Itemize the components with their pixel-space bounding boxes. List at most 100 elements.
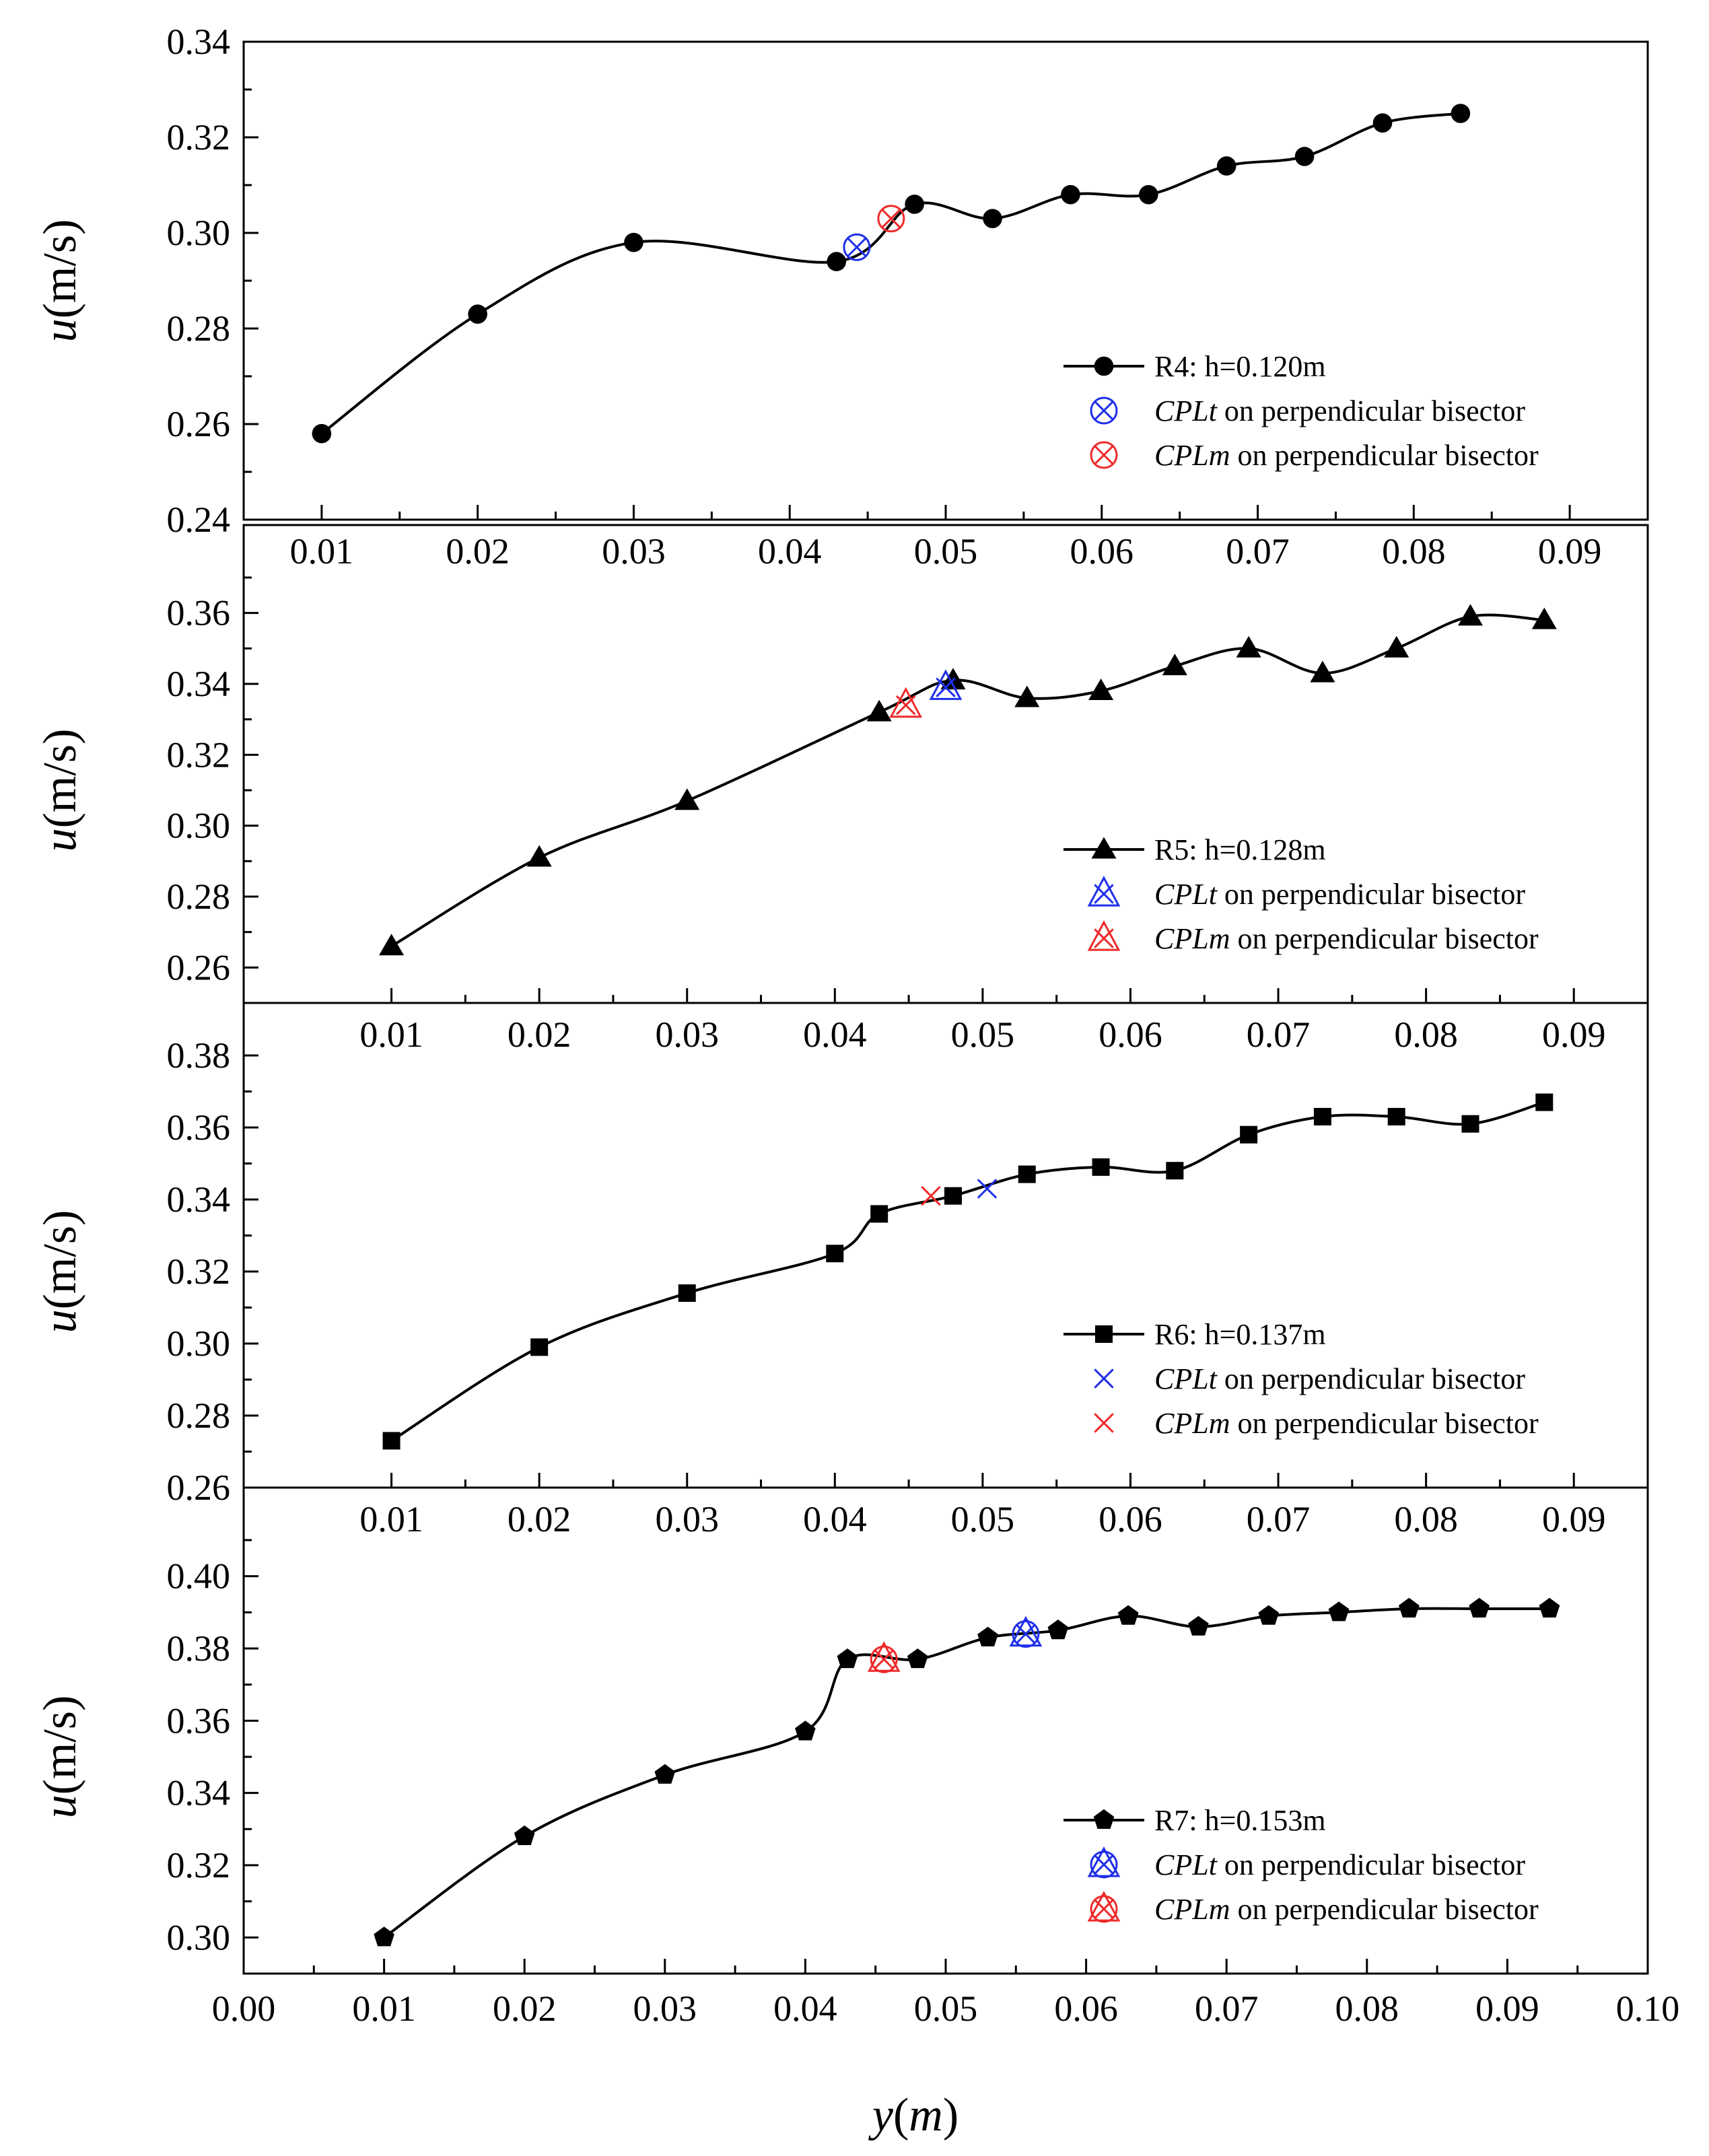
- x-tick-label: 0.04: [803, 1014, 867, 1055]
- x-tick-label: 0.02: [493, 1988, 557, 2029]
- x-tick-label: 0.06: [1070, 531, 1134, 571]
- y-axis-title-unit: (m/s): [34, 1696, 86, 1795]
- data-point: [826, 1245, 844, 1263]
- legend-cpl-t-label: CPLt on perpendicular bisector: [1154, 1848, 1525, 1881]
- y-axis-title: u(m/s): [34, 1696, 86, 1819]
- legend-cpl-m-label: CPLm on perpendicular bisector: [1154, 1893, 1539, 1926]
- y-axis-title-unit: (m/s): [34, 219, 86, 319]
- chart-panel-5: 0.260.280.300.320.340.36u(m/s)0.01 0.02 0.…: [34, 524, 1649, 1055]
- y-tick-label: 0.34: [167, 1773, 231, 1813]
- y-tick-label: 0.30: [167, 806, 231, 846]
- data-point: [312, 423, 332, 444]
- legend-cpl-t-label: CPLt on perpendicular bisector: [1154, 394, 1525, 427]
- y-axis-title: u(m/s): [34, 1210, 86, 1333]
- data-point: [1539, 1597, 1560, 1618]
- x-axis-title-var: y: [868, 2089, 894, 2141]
- x-tick-label: 0.04: [758, 531, 822, 571]
- data-point: [1047, 1620, 1069, 1640]
- data-point: [1328, 1601, 1350, 1622]
- legend-cpl-t-marker: [1087, 1846, 1121, 1879]
- x-tick-label: 0.09: [1475, 1988, 1539, 2029]
- x-tick-label: 0.03: [655, 1014, 719, 1055]
- data-point: [379, 934, 405, 956]
- x-tick-label: 0.04: [773, 1988, 837, 2029]
- legend-series-label: R7: h=0.153m: [1154, 1804, 1326, 1837]
- y-tick-label: 0.28: [167, 308, 231, 349]
- x-tick-label: 0.02: [508, 1014, 571, 1055]
- x-tick-label: 0.05: [914, 531, 978, 571]
- x-axis-title: y(m): [868, 2089, 958, 2141]
- data-point: [1092, 1158, 1110, 1176]
- legend-cpl-m-marker: [1094, 1413, 1114, 1433]
- x-tick-label: 0.01: [290, 531, 354, 571]
- legend-cpl-t-label: CPLt on perpendicular bisector: [1154, 878, 1525, 911]
- data-point: [1384, 635, 1409, 658]
- data-point: [526, 845, 552, 867]
- x-tick-label: 0.07: [1247, 1499, 1311, 1539]
- x-tick-label: 0.03: [633, 1988, 697, 2029]
- data-point: [1236, 635, 1261, 658]
- data-point: [977, 1626, 998, 1646]
- y-tick-label: 0.30: [167, 213, 231, 253]
- data-point: [530, 1338, 549, 1356]
- data-point: [1313, 1107, 1331, 1125]
- data-point: [1162, 654, 1187, 676]
- data-point: [983, 209, 1002, 229]
- data-point: [674, 788, 700, 810]
- cpl-t-marker: [977, 1179, 998, 1199]
- cpl-m-marker: [867, 1641, 901, 1673]
- legend-marker: [1094, 356, 1114, 376]
- chart-panel-7: 0.300.320.340.360.380.40u(m/s)0.00 0.01 0.…: [34, 1486, 1679, 2029]
- data-point: [1188, 1615, 1209, 1636]
- chart-panel-4: 0.240.260.280.300.320.34u(m/s)0.01 0.02 0.…: [34, 22, 1649, 571]
- x-axis-title-unit: m: [909, 2089, 943, 2141]
- data-point: [1372, 113, 1393, 133]
- data-point: [1166, 1162, 1184, 1180]
- data-point: [1014, 685, 1040, 707]
- legend: R7: h=0.153m CPLt on perpendicular bisect…: [1063, 1804, 1539, 1926]
- y-axis-title-var: u: [34, 318, 86, 342]
- cpl-t-marker: [929, 669, 963, 700]
- y-axis-title-var: u: [34, 1309, 86, 1333]
- legend-series-label: R6: h=0.137m: [1154, 1318, 1326, 1351]
- x-tick-label: 0.09: [1538, 531, 1602, 571]
- cpl-m-marker: [921, 1185, 941, 1206]
- data-point: [1061, 184, 1080, 205]
- x-axis: 0.01 0.02 0.03 0.04 0.05 0.06 0.07 0.08 0.09: [359, 988, 1605, 1055]
- legend-cpl-t-marker: [1094, 1368, 1114, 1389]
- x-tick-label: 0.00: [212, 1988, 276, 2029]
- data-point: [905, 195, 924, 214]
- y-tick-label: 0.32: [167, 1251, 231, 1292]
- x-tick-label: 0.06: [1098, 1014, 1162, 1055]
- data-point: [374, 1926, 394, 1947]
- x-tick-label: 0.03: [602, 531, 666, 571]
- data-point: [1216, 156, 1236, 176]
- legend-cpl-m-label: CPLm on perpendicular bisector: [1154, 922, 1539, 955]
- cpl-m-marker: [877, 205, 905, 233]
- y-tick-label: 0.36: [167, 1107, 231, 1148]
- data-point: [1088, 678, 1114, 700]
- data-point: [1451, 104, 1471, 123]
- y-axis-title-var: u: [34, 1795, 86, 1818]
- series-line: [390, 613, 1545, 948]
- data-point: [468, 304, 487, 324]
- x-tick-label: 0.08: [1394, 1499, 1458, 1539]
- legend-cpl-m-marker: [1090, 441, 1118, 469]
- data-point: [1531, 607, 1557, 629]
- data-point: [866, 699, 892, 722]
- y-tick-label: 0.26: [167, 947, 231, 987]
- y-tick-label: 0.38: [167, 1628, 231, 1669]
- data-point: [795, 1720, 816, 1741]
- y-tick-label: 0.34: [167, 22, 231, 62]
- data-point: [654, 1764, 676, 1784]
- x-tick-label: 0.01: [359, 1014, 423, 1055]
- data-point: [514, 1825, 535, 1846]
- legend-cpl-m-label: CPLm on perpendicular bisector: [1154, 439, 1539, 472]
- legend-cpl-t-marker: [1090, 396, 1118, 425]
- chart-panel-6: 0.260.280.300.320.340.360.38u(m/s)0.01 0.…: [34, 1002, 1649, 1539]
- data-point: [1139, 184, 1158, 205]
- x-tick-label: 0.03: [655, 1499, 719, 1539]
- x-tick-label: 0.07: [1247, 1014, 1311, 1055]
- legend-cpl-m-label: CPLm on perpendicular bisector: [1154, 1407, 1539, 1440]
